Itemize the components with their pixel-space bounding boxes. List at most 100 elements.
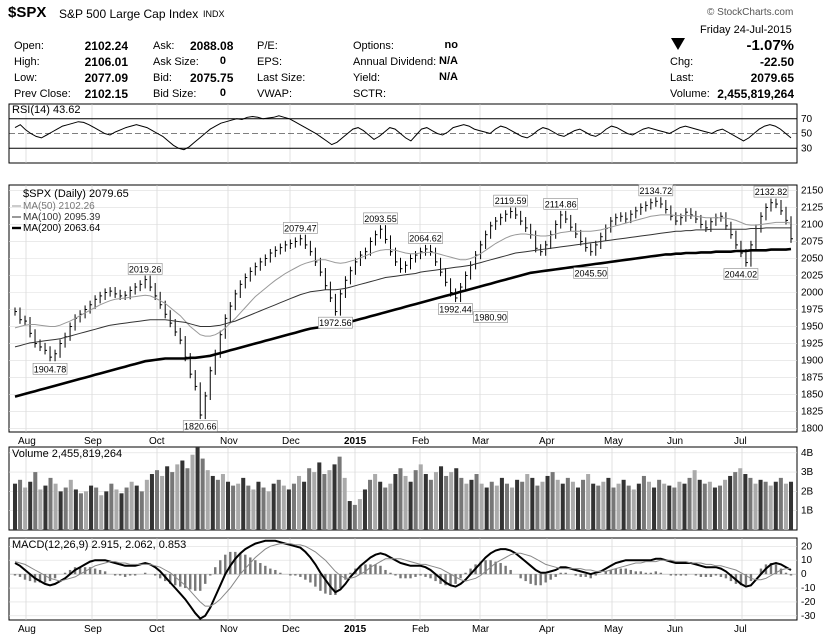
volume-bar xyxy=(175,464,180,530)
macd-histogram-bar xyxy=(214,567,217,575)
annotation-box xyxy=(363,212,398,225)
macd-histogram-bar xyxy=(63,572,67,575)
volume-bar xyxy=(408,481,413,530)
volume-bar xyxy=(276,479,281,530)
sctr-label: SCTR: xyxy=(353,88,386,100)
macd-histogram-bar xyxy=(204,574,207,584)
volume-bar xyxy=(99,495,104,530)
macd-histogram-bar xyxy=(499,563,502,575)
annotation-box xyxy=(473,311,508,323)
volume-bar xyxy=(545,475,550,530)
volume-bar xyxy=(403,475,408,530)
macd-histogram-bar xyxy=(224,554,227,575)
down-arrow-icon xyxy=(671,38,685,50)
volume-bar xyxy=(38,489,43,530)
macd-histogram-bar xyxy=(133,574,137,576)
volume-bar xyxy=(494,485,499,530)
volume-bar xyxy=(662,483,667,530)
volume-bar xyxy=(570,481,575,530)
vwap-label: VWAP: xyxy=(257,88,293,100)
x-axis-label: Nov xyxy=(220,624,238,635)
annotation-label: 2064.62 xyxy=(409,234,442,244)
volume-bar xyxy=(510,487,515,530)
macd-histogram-bar xyxy=(544,574,547,583)
volume-bar xyxy=(657,479,662,530)
macd-histogram-bar xyxy=(604,571,607,575)
volume-bar xyxy=(535,485,540,530)
macd-histogram-bar xyxy=(504,565,507,575)
price-legend-title: $SPX (Daily) 2079.65 xyxy=(23,188,129,200)
macd-histogram-bar xyxy=(53,574,57,579)
volume-tick-label: 3B xyxy=(801,467,814,478)
x-axis-label: Feb xyxy=(412,436,430,447)
macd-histogram-bar xyxy=(404,574,407,579)
annotation-box xyxy=(32,363,68,375)
low-label: Low: xyxy=(14,72,38,84)
macd-histogram-bar xyxy=(194,574,197,591)
yield-value: N/A xyxy=(439,71,458,83)
volume-bar xyxy=(565,477,570,530)
x-axis-label: Oct xyxy=(149,436,165,447)
macd-histogram-bar xyxy=(774,564,778,575)
macd-histogram-bar xyxy=(464,572,467,575)
macd-tick-label: -10 xyxy=(801,583,816,594)
annotation-label: 2079.47 xyxy=(284,223,317,233)
macd-histogram-bar xyxy=(629,569,632,575)
price-tick-label: 1825 xyxy=(801,407,824,418)
volume-bar xyxy=(12,483,18,530)
volume-bar xyxy=(484,487,489,530)
macd-histogram-bar xyxy=(118,574,122,576)
x-axis-label: Jun xyxy=(667,436,683,447)
volume-bar xyxy=(251,489,256,530)
macd-histogram-bar xyxy=(704,574,708,577)
volume-bar xyxy=(307,468,312,530)
volume-tick-label: 2B xyxy=(801,486,814,497)
volume-bar xyxy=(444,475,449,530)
watermark[interactable]: © StockCharts.com xyxy=(707,7,794,18)
volume-bar xyxy=(241,477,246,530)
yield-label: Yield: xyxy=(353,72,381,84)
macd-histogram-bar xyxy=(324,574,327,594)
volume-bar xyxy=(682,483,687,530)
macd-histogram-bar xyxy=(694,574,698,576)
price-tick-label: 1900 xyxy=(801,356,824,367)
macd-histogram-bar xyxy=(634,571,637,575)
volume-bar xyxy=(261,487,266,530)
price-tick-label: 2150 xyxy=(801,185,824,196)
macd-histogram-bar xyxy=(128,574,132,576)
volume-bar xyxy=(281,485,286,530)
volume-bar xyxy=(33,472,38,530)
dividend-value: N/A xyxy=(439,55,458,67)
volume-bar xyxy=(738,468,743,530)
ma100-line xyxy=(14,227,791,348)
x-axis-label: 2015 xyxy=(344,436,367,447)
volume-bar xyxy=(302,481,307,530)
volume-bar xyxy=(154,470,160,530)
annotation-label: 1904.78 xyxy=(34,364,67,374)
macd-histogram-bar xyxy=(274,569,277,575)
x-axis-label: 2015 xyxy=(344,624,367,635)
volume-bar xyxy=(246,485,251,530)
annotation-label: 1992.44 xyxy=(439,305,472,315)
volume-bar xyxy=(540,481,545,530)
macd-histogram-bar xyxy=(199,574,202,591)
annotation-box xyxy=(493,194,528,207)
volume-bar xyxy=(449,472,454,530)
price-tick-label: 2000 xyxy=(801,288,824,299)
macd-histogram-bar xyxy=(579,574,582,577)
volume-bar xyxy=(286,489,291,530)
macd-histogram-bar xyxy=(289,574,292,576)
macd-histogram-bar xyxy=(709,574,713,577)
macd-histogram-bar xyxy=(559,572,562,575)
volume-bar xyxy=(621,479,626,530)
x-axis-label: May xyxy=(604,436,623,447)
macd-histogram-bar xyxy=(429,574,432,579)
macd-histogram-bar xyxy=(249,557,252,575)
macd-histogram-bar xyxy=(744,574,748,586)
volume-bar xyxy=(697,479,702,530)
rsi-legend: RSI(14) 43.62 xyxy=(12,104,80,116)
volume-bar xyxy=(728,475,733,530)
prev-close-value: 2102.15 xyxy=(84,87,128,101)
annotation-label: 1972.56 xyxy=(319,318,352,328)
macd-histogram-bar xyxy=(779,568,783,575)
